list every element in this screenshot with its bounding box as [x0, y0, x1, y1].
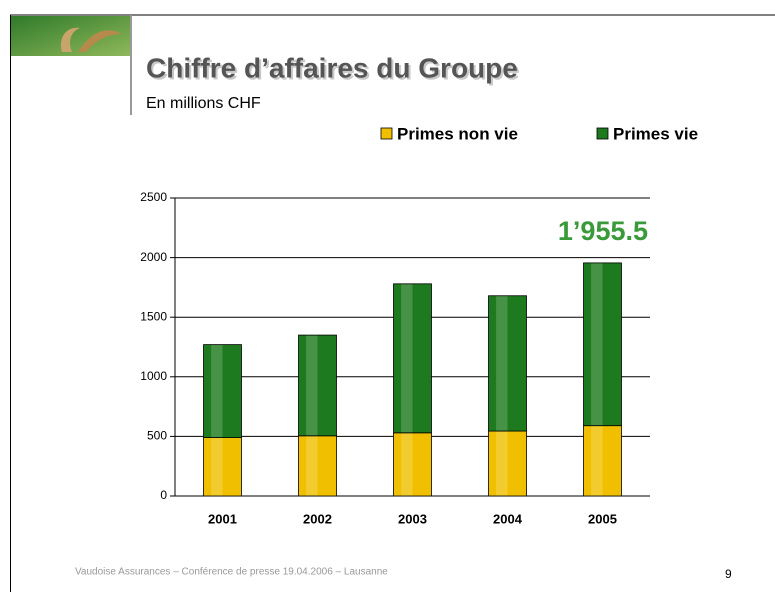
x-tick-label: 2004 — [493, 511, 523, 526]
y-tick-label: 1000 — [140, 369, 167, 383]
x-tick-label: 2001 — [208, 511, 237, 526]
bar-segment — [203, 344, 242, 438]
y-tick-label: 500 — [147, 429, 167, 443]
chart: 0 500 1000 1500 2000 2500 2001 2002 2003 2004 2005… — [140, 124, 698, 526]
annotation: 1’955.5 — [558, 216, 648, 246]
legend-label: Primes vie — [613, 124, 698, 143]
bar-shine — [401, 433, 413, 496]
y-tick-label: 1500 — [140, 309, 167, 323]
legend-swatch — [380, 127, 393, 140]
legend-swatch — [596, 127, 609, 140]
footer-text: Vaudoise Assurances – Conférence de pres… — [75, 567, 388, 578]
bar-segment — [203, 437, 242, 497]
x-tick-label: 2002 — [303, 511, 332, 526]
bar-shine — [211, 438, 223, 496]
bar-shine — [496, 431, 508, 496]
bar-segment — [393, 283, 432, 434]
bar-segment — [583, 262, 622, 427]
title: Chiffre d’affaires du Groupe — [146, 52, 518, 83]
title-shadow: Chiffre d’affaires du Groupe — [148, 54, 520, 85]
bar-segment — [298, 435, 337, 497]
bar-shine — [306, 436, 318, 496]
y-tick-label: 0 — [160, 488, 167, 502]
y-tick-label: 2500 — [140, 190, 167, 204]
bar-shine — [306, 335, 318, 436]
bar-shine — [496, 296, 508, 431]
bar-segment — [393, 432, 432, 497]
x-tick-label: 2003 — [398, 511, 427, 526]
bar-segment — [583, 425, 622, 497]
bar-segment — [298, 334, 337, 437]
logo — [11, 16, 130, 56]
legend-label: Primes non vie — [397, 124, 518, 143]
bar-shine — [211, 345, 223, 438]
bar-shine — [591, 263, 603, 426]
subtitle: En millions CHF — [146, 95, 261, 112]
bar-shine — [401, 284, 413, 433]
bar-shine — [591, 426, 603, 496]
bar-segment — [488, 430, 527, 497]
x-tick-label: 2005 — [588, 511, 617, 526]
page-number: 9 — [725, 567, 732, 581]
y-tick-label: 2000 — [140, 250, 167, 264]
bar-segment — [488, 295, 527, 432]
